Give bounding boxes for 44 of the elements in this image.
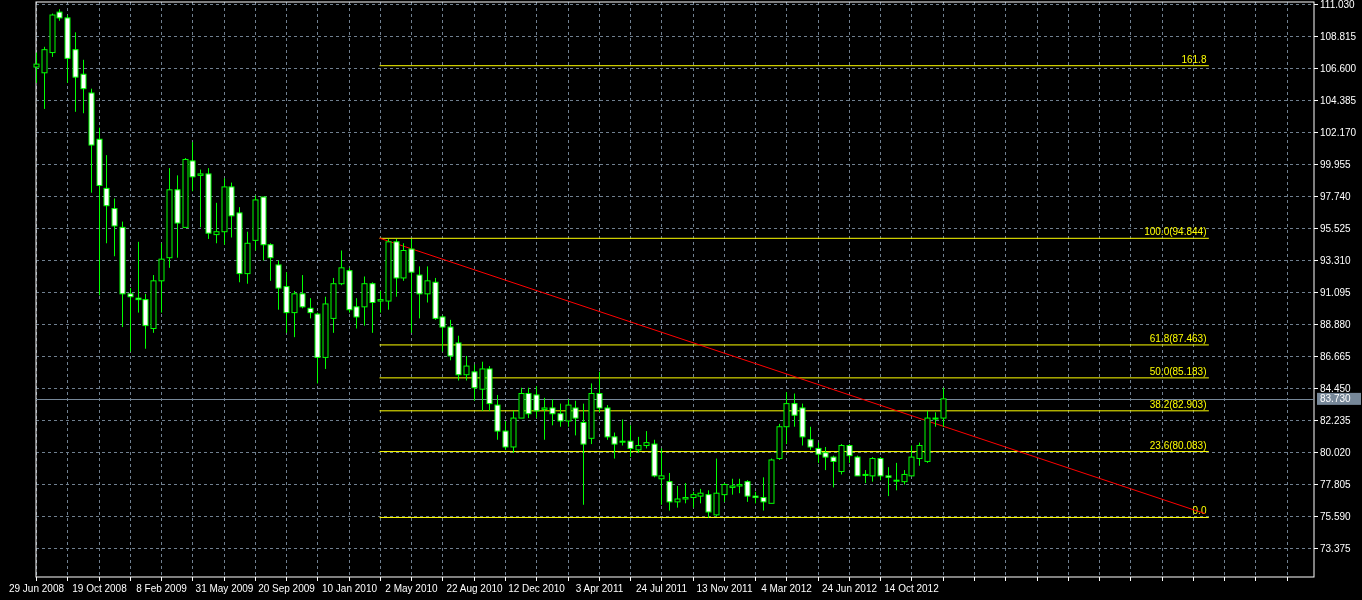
candlestick [307, 297, 314, 319]
y-tick-label: 84.450 [1320, 383, 1352, 394]
x-tick-label: 29 Jun 2008 [8, 583, 65, 594]
series-label: 100.0(94.844) [1144, 226, 1207, 238]
series-label: 61.8(87.463) [1149, 332, 1207, 344]
x-tick-label: 13 Nov 2011 [696, 583, 753, 594]
y-tick-label: 88.880 [1320, 319, 1352, 330]
x-tick-label: 24 Jul 2011 [636, 583, 688, 594]
y-tick-label: 93.310 [1320, 255, 1352, 266]
y-tick-label: 91.095 [1320, 287, 1352, 298]
candlestick [807, 426, 814, 451]
x-tick-label: 14 Oct 2012 [884, 583, 940, 594]
y-tick-label: 106.600 [1320, 63, 1357, 74]
y-tick-label: 75.590 [1320, 511, 1352, 522]
x-tick-label: 12 Dec 2010 [508, 583, 566, 594]
x-tick-label: 4 Mar 2012 [761, 583, 813, 594]
y-tick-label: 102.170 [1320, 127, 1357, 138]
y-tick-label: 99.955 [1320, 159, 1352, 170]
y-tick-label: 108.815 [1320, 31, 1357, 42]
y-tick-label: 77.805 [1320, 479, 1352, 490]
x-tick-label: 22 Aug 2010 [446, 583, 504, 594]
x-tick-label: 2 May 2010 [385, 583, 439, 594]
y-tick-label: 95.525 [1320, 223, 1352, 234]
candlestick [111, 197, 118, 257]
ref-line-label: 83.730 [1320, 393, 1352, 405]
y-tick-label: 80.020 [1320, 447, 1352, 458]
x-tick-label: 3 Apr 2011 [575, 583, 624, 594]
y-tick-label: 82.235 [1320, 415, 1352, 426]
candlestick [103, 154, 110, 244]
y-tick-label: 86.665 [1320, 351, 1352, 362]
x-tick-label: 8 Feb 2009 [136, 583, 188, 594]
x-tick-label: 19 Oct 2008 [72, 583, 128, 594]
series-label: 38.2(82.903) [1149, 398, 1207, 410]
y-tick-label: 73.375 [1320, 543, 1352, 554]
y-tick-label: 111.030 [1320, 0, 1356, 10]
series-label: 23.6(80.083) [1149, 439, 1207, 451]
x-tick-label: 10 Jan 2010 [321, 583, 378, 594]
y-tick-label: 104.385 [1320, 95, 1357, 106]
x-tick-label: 24 Jun 2012 [821, 583, 878, 594]
series-label: 50.0(85.183) [1149, 365, 1207, 377]
x-tick-label: 31 May 2009 [195, 583, 254, 594]
x-tick-label: 20 Sep 2009 [258, 583, 316, 594]
series-label: 161.8 [1181, 53, 1207, 65]
y-tick-label: 97.740 [1320, 191, 1352, 202]
